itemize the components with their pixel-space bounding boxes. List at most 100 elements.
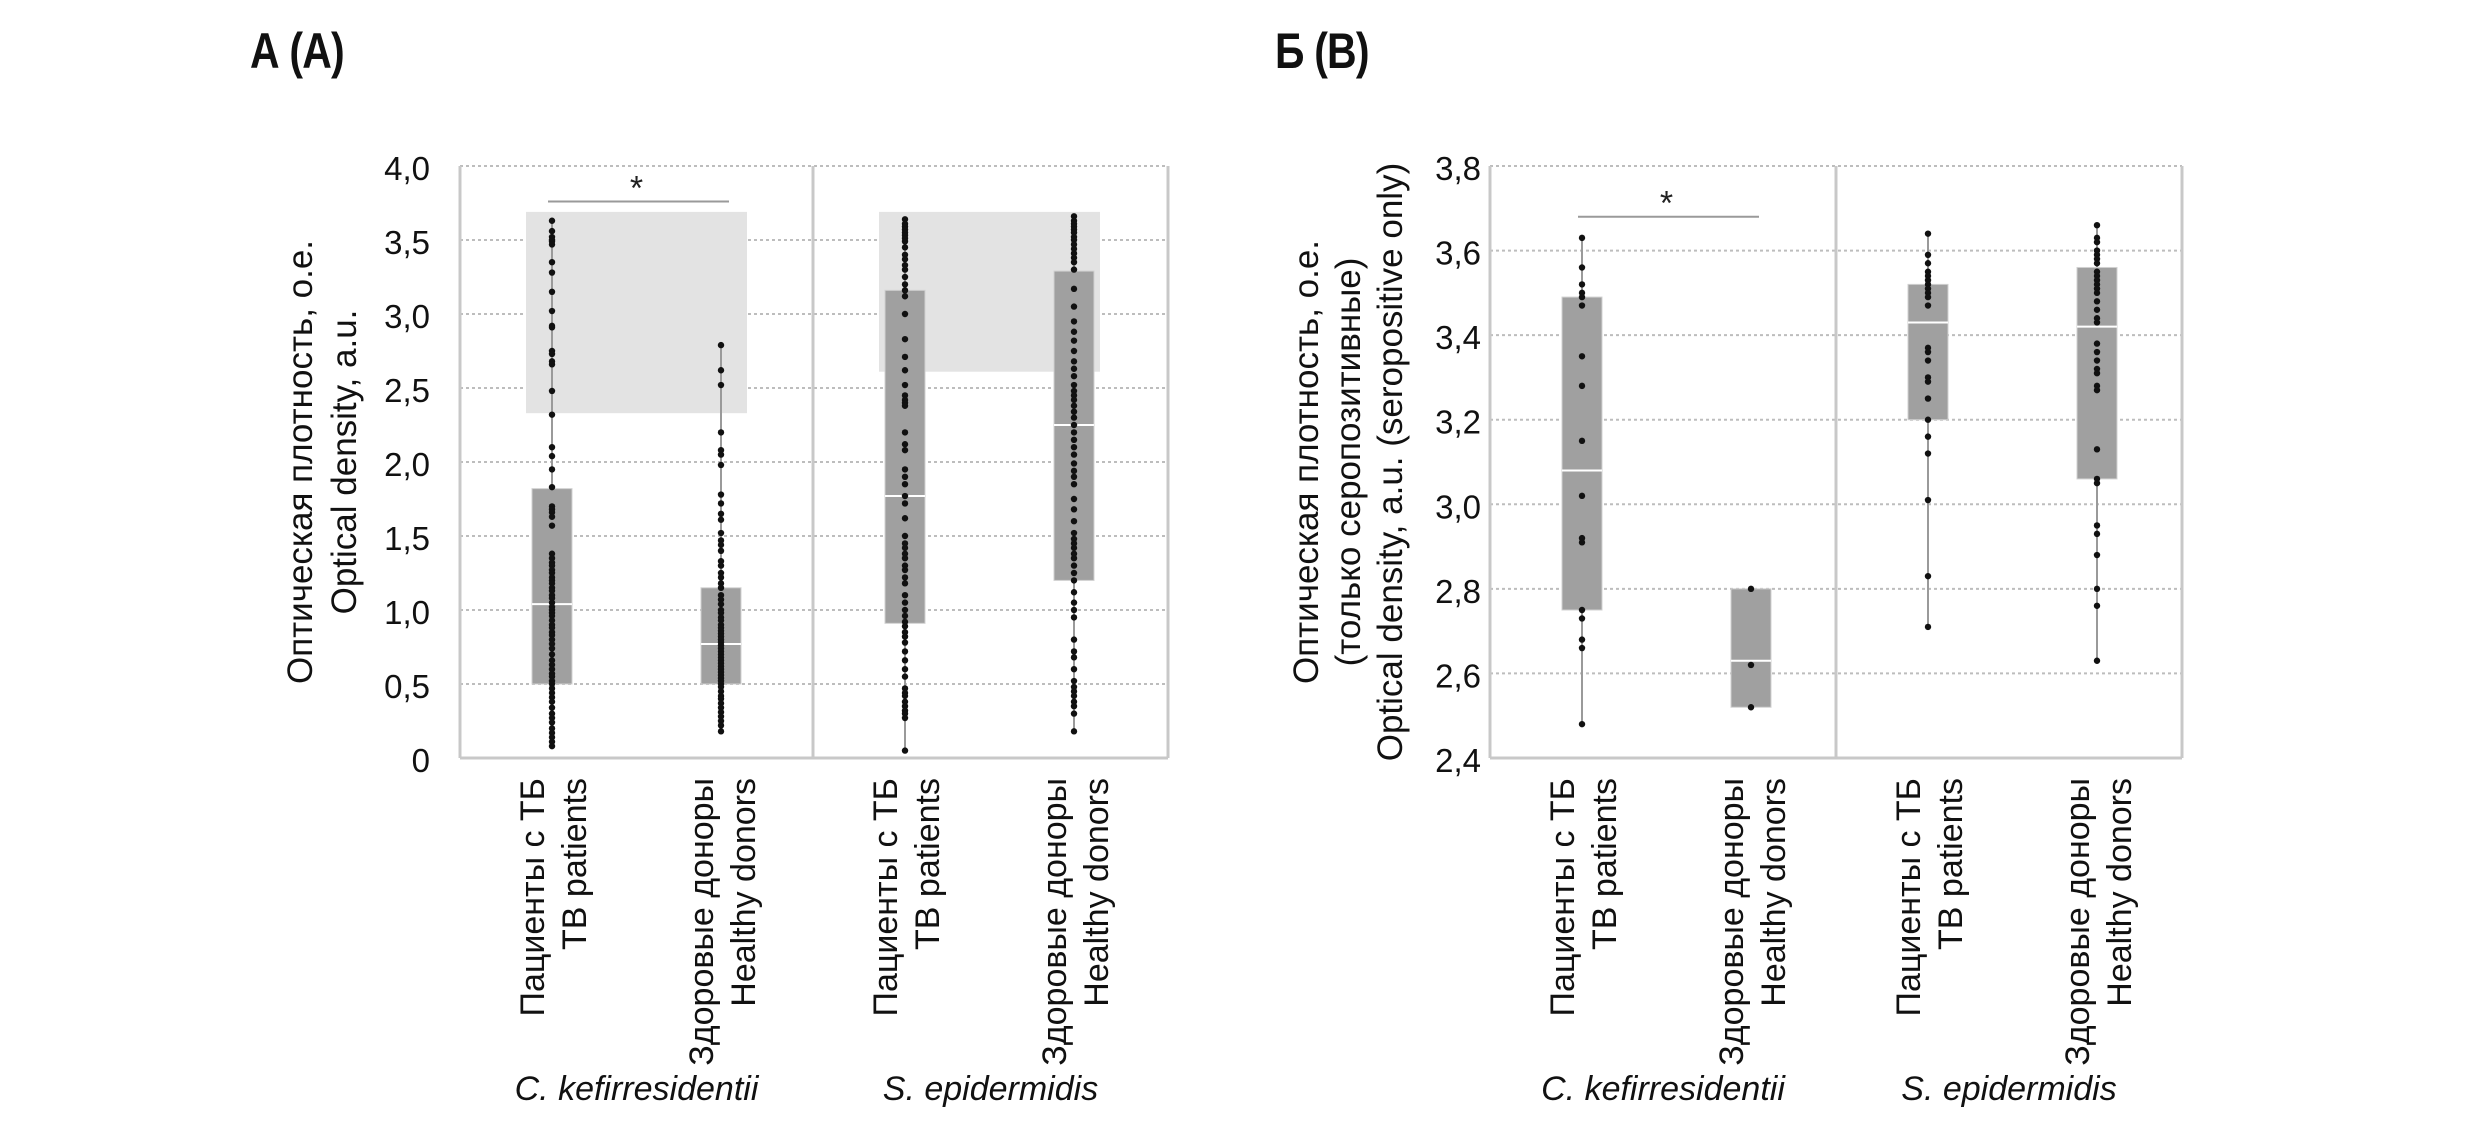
data-point [1070,266,1078,273]
data-point [548,513,556,520]
data-point [1070,467,1078,475]
data-point [901,540,909,547]
data-point [1924,378,1932,385]
data-point [1070,451,1078,458]
y-tick-label: 3,0 [384,298,430,335]
data-point [548,483,556,491]
data-point [1070,254,1078,261]
data-point [548,587,556,594]
data-point [1924,293,1932,301]
data-point [1578,382,1586,390]
data-point [901,599,909,606]
y-tick-label: 2,6 [1435,657,1481,694]
data-point [901,466,909,473]
box [1561,296,1603,611]
data-point [548,550,556,557]
data-point [717,541,725,549]
data-point [2093,522,2101,529]
data-point [548,685,556,692]
data-point [901,216,909,223]
data-point [1924,230,1932,237]
data-point [548,698,556,705]
data-point [548,259,556,266]
data-point [901,353,909,361]
data-point [1070,599,1078,606]
data-point [548,640,556,648]
y-tick-label: 0 [412,742,430,779]
data-point [901,629,909,636]
data-point [901,473,909,480]
data-point [2093,479,2101,487]
data-point [2093,370,2101,377]
data-point [1070,387,1078,395]
group-tb [1907,230,1949,631]
data-point [1747,704,1755,711]
data-point [1070,408,1078,415]
data-point [1070,444,1078,451]
data-point [548,269,556,276]
data-point [2093,357,2101,364]
data-point [2093,386,2101,394]
data-point [548,324,556,331]
data-point [901,256,909,263]
data-point [901,555,909,562]
data-point [1070,495,1078,503]
data-point [1070,703,1078,710]
data-point [1070,555,1078,562]
data-point [1924,496,1932,504]
data-point [717,569,725,577]
data-point [1070,683,1078,691]
data-point [717,451,725,458]
y-tick-label: 2,8 [1435,573,1481,610]
data-point [717,580,725,587]
panel-b: 2,4 2,6 2,8 3,0 3,2 3,4 3,6 3,8 Оптическая плотн… [1287,150,2184,1108]
x-group-label: TB patients [1586,778,1624,950]
data-point [1070,245,1078,253]
x-group-label: Пациенты с ТБ [1544,778,1582,1016]
data-point [1070,550,1078,557]
data-point [548,661,556,668]
data-point [717,700,725,707]
x-group-label: Пациенты с ТБ [514,778,552,1016]
data-point [1924,302,1932,309]
y-tick-label: 2,4 [1435,742,1481,779]
x-group-label: Здоровые доноры [1713,778,1751,1066]
data-point [901,574,909,581]
data-point [548,714,556,722]
data-point [1924,357,1932,364]
data-point [1924,623,1932,631]
data-point [901,429,909,436]
data-point [548,617,556,624]
data-point [901,335,909,343]
data-point [717,381,725,389]
group-hd [2076,222,2118,664]
data-point [1070,318,1078,325]
data-point [1070,414,1078,421]
data-point [1070,710,1078,717]
x-group-label: Healthy donors [725,778,763,1007]
data-point [1070,259,1078,266]
data-point [1924,251,1932,258]
data-point [717,562,725,569]
data-point [1924,433,1932,440]
data-point [1070,213,1078,220]
data-point [1747,585,1755,593]
y-tick-label: 2,0 [384,446,430,483]
data-point [548,734,556,741]
data-point [717,500,725,507]
panel-a-title: А (A) [250,23,345,79]
data-point [901,612,909,620]
data-point [1070,728,1078,735]
y-tick-label: 1,0 [384,594,430,631]
data-point [1924,260,1932,267]
data-point [901,273,909,281]
data-point [1924,450,1932,457]
data-point [2093,585,2101,593]
species-label: C. kefirresidentii [515,1070,760,1108]
data-point [717,688,725,695]
x-group-label: Healthy donors [1078,778,1116,1007]
data-point [717,596,725,603]
data-point [1070,303,1078,310]
data-point [901,566,909,574]
